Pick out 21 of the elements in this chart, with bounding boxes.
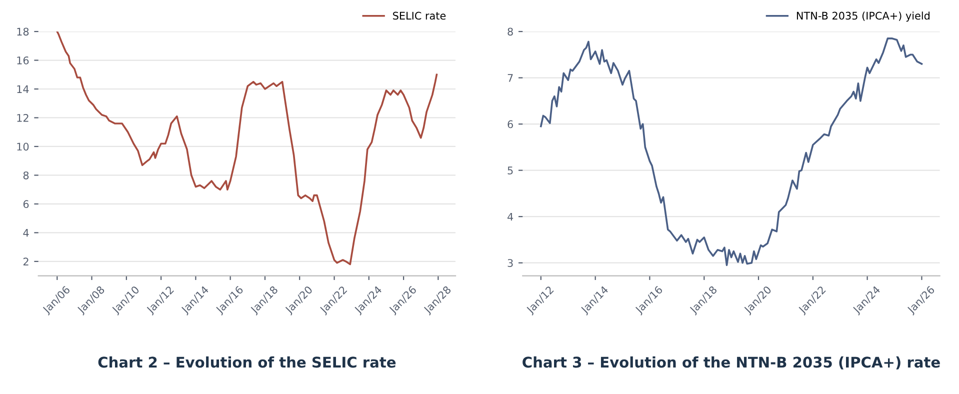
y-tick-label: 18 xyxy=(17,28,29,36)
legend-label: NTN-B 2035 (IPCA+) yield xyxy=(796,12,930,22)
y-tick-label: 6 xyxy=(508,120,513,128)
y-tick-label: 16 xyxy=(17,56,29,64)
y-tick-label: 6 xyxy=(23,200,29,208)
y-tick-label: 12 xyxy=(17,114,28,122)
line-series xyxy=(540,38,923,266)
y-tick-label: 8 xyxy=(23,171,29,180)
y-tick-label: 14 xyxy=(17,85,29,93)
y-tick-label: 2 xyxy=(23,258,28,266)
y-tick-label: 8 xyxy=(508,28,513,36)
y-tick-label: 4 xyxy=(23,229,29,237)
y-tick-label: 3 xyxy=(508,259,513,267)
y-tick-label: 7 xyxy=(508,74,513,82)
text: Chart 3 – Evolution of the NTN-B 2035 (IPCA+) rate xyxy=(522,356,940,370)
y-tick-label: 10 xyxy=(17,142,29,151)
y-tick-label: 4 xyxy=(508,212,514,221)
text: Chart 2 – Evolution of the SELIC rate xyxy=(98,356,396,368)
line-series xyxy=(56,32,438,266)
legend-label: SELIC rate xyxy=(393,12,446,20)
y-tick-label: 5 xyxy=(508,166,513,174)
